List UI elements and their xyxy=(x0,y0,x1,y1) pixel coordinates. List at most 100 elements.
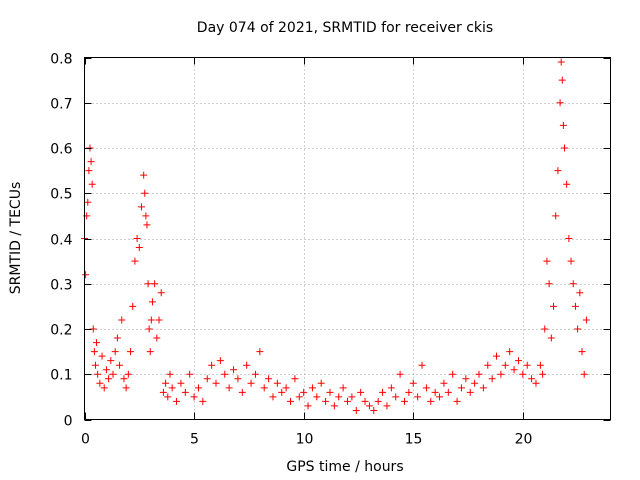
data-point xyxy=(199,397,207,405)
data-point xyxy=(91,361,99,369)
data-point xyxy=(536,361,544,369)
data-point xyxy=(216,357,224,365)
data-point xyxy=(100,384,108,392)
data-point xyxy=(164,393,172,401)
data-point xyxy=(102,366,110,374)
data-point xyxy=(144,280,152,288)
data-point xyxy=(453,397,461,405)
data-point xyxy=(457,384,465,392)
data-point xyxy=(352,406,360,414)
data-point xyxy=(153,334,161,342)
data-point xyxy=(300,388,308,396)
data-point xyxy=(493,352,501,360)
data-point xyxy=(528,375,536,383)
data-point xyxy=(444,388,452,396)
data-point xyxy=(580,370,588,378)
data-point xyxy=(326,388,334,396)
x-tick-label: 0 xyxy=(81,432,90,448)
data-point xyxy=(396,370,404,378)
data-point xyxy=(556,99,564,107)
data-point xyxy=(96,379,104,387)
data-point xyxy=(304,402,312,410)
data-point xyxy=(162,379,170,387)
data-point xyxy=(212,379,220,387)
data-point xyxy=(148,298,156,306)
data-point xyxy=(506,348,514,356)
data-point xyxy=(497,370,505,378)
data-point xyxy=(122,384,130,392)
data-point xyxy=(532,379,540,387)
data-point xyxy=(142,212,150,220)
data-point xyxy=(361,397,369,405)
data-point xyxy=(409,379,417,387)
data-point xyxy=(405,388,413,396)
data-point xyxy=(85,167,93,175)
data-point xyxy=(265,375,273,383)
data-point xyxy=(203,375,211,383)
y-axis-tick-labels: 0 0.1 0.2 0.3 0.4 0.5 0.6 0.7 0.8 xyxy=(50,52,72,430)
x-tick-label: 10 xyxy=(296,432,314,448)
axis-ticks xyxy=(84,57,611,421)
data-point xyxy=(357,388,365,396)
data-point xyxy=(565,235,573,242)
data-point xyxy=(111,348,119,356)
data-point xyxy=(560,144,568,152)
chart-title: Day 074 of 2021, SRMTID for receiver cki… xyxy=(197,20,493,36)
data-point xyxy=(567,257,575,265)
data-point xyxy=(225,384,233,392)
data-point xyxy=(98,352,106,360)
data-point xyxy=(147,316,155,324)
data-point xyxy=(374,397,382,405)
data-point xyxy=(348,393,356,401)
data-point xyxy=(339,384,347,392)
data-point xyxy=(543,257,551,265)
x-axis-label: GPS time / hours xyxy=(286,459,403,475)
data-point xyxy=(523,361,531,369)
data-point xyxy=(84,198,92,206)
data-point xyxy=(173,397,181,405)
data-point xyxy=(387,384,395,392)
data-point xyxy=(392,393,400,401)
y-tick-label: 0.5 xyxy=(50,187,72,203)
data-point xyxy=(571,302,579,310)
data-point xyxy=(501,361,509,369)
data-point xyxy=(234,375,242,383)
data-point xyxy=(105,375,113,383)
data-point xyxy=(330,402,338,410)
data-point xyxy=(90,348,98,356)
data-point xyxy=(140,171,148,179)
data-point xyxy=(400,397,408,405)
data-point xyxy=(260,384,268,392)
data-point xyxy=(131,257,139,265)
data-point xyxy=(422,384,430,392)
data-point xyxy=(141,189,149,197)
data-point xyxy=(181,388,189,396)
data-point xyxy=(133,235,141,242)
data-point xyxy=(582,316,590,324)
y-tick-label: 0.1 xyxy=(50,368,72,384)
data-point xyxy=(558,76,566,84)
data-point xyxy=(120,375,128,383)
data-point xyxy=(118,316,126,324)
data-point xyxy=(488,375,496,383)
y-tick-label: 0.4 xyxy=(50,233,72,249)
data-point xyxy=(113,334,121,342)
data-point xyxy=(137,203,145,211)
data-point xyxy=(273,379,281,387)
data-point xyxy=(243,361,251,369)
data-point xyxy=(107,357,115,365)
data-point xyxy=(440,379,448,387)
data-point xyxy=(569,280,577,288)
data-point xyxy=(194,384,202,392)
data-point xyxy=(559,121,567,129)
data-point xyxy=(574,325,582,333)
y-tick-label: 0.3 xyxy=(50,278,72,294)
data-point xyxy=(479,384,487,392)
data-point xyxy=(552,212,560,220)
data-point xyxy=(109,370,117,378)
data-point xyxy=(317,379,325,387)
y-tick-label: 0.6 xyxy=(50,142,72,158)
data-point xyxy=(510,366,518,374)
data-point xyxy=(383,402,391,410)
data-point xyxy=(418,361,426,369)
